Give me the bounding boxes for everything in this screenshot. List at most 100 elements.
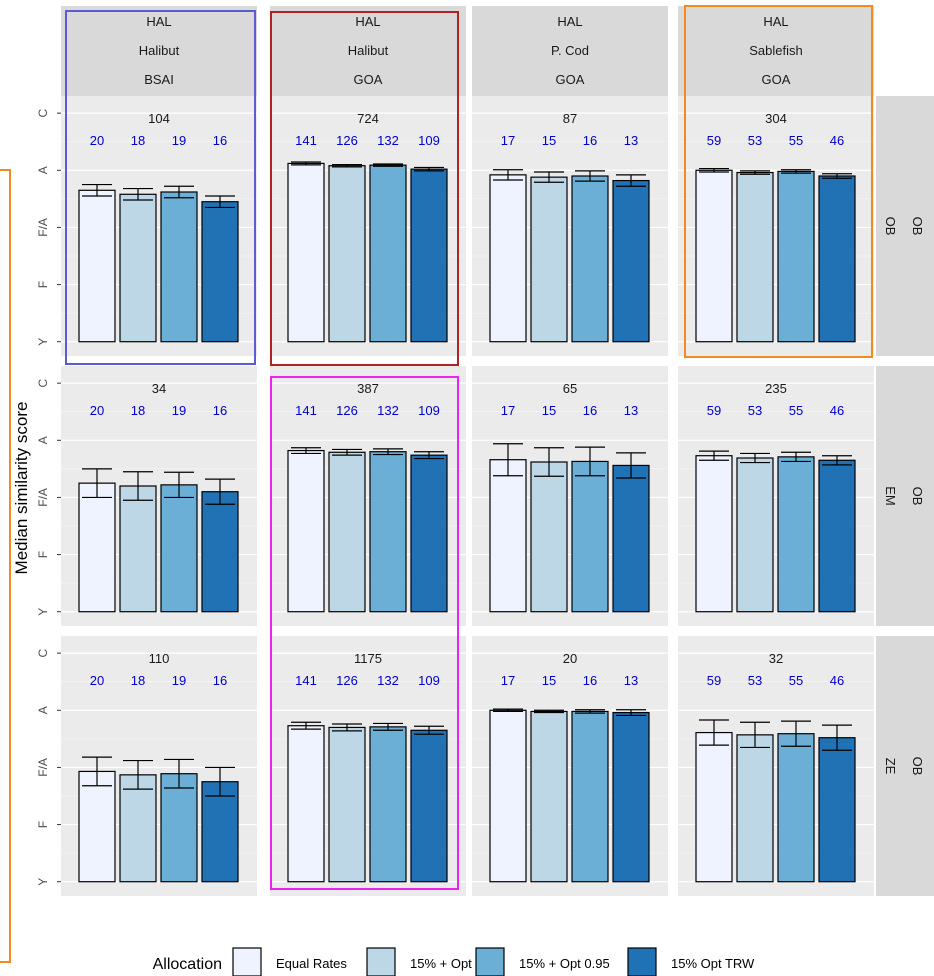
bar <box>201 781 239 883</box>
bar <box>369 164 407 343</box>
bar <box>530 461 568 613</box>
y-tick-label: F/A <box>36 488 50 507</box>
bar <box>287 449 325 613</box>
bar-count-label: 16 <box>213 673 227 688</box>
bar-count-label: 132 <box>377 403 399 418</box>
panel-count-label: 387 <box>357 381 379 396</box>
column-strip-label: Halibut <box>139 43 180 58</box>
bar <box>201 201 239 343</box>
y-tick-label: Y <box>36 608 50 616</box>
panel-count-label: 104 <box>148 111 170 126</box>
bar-count-label: 141 <box>295 403 317 418</box>
bar-count-label: 19 <box>172 133 186 148</box>
y-tick-label: A <box>36 436 50 444</box>
bar-count-label: 55 <box>789 403 803 418</box>
bar <box>612 179 650 343</box>
column-strip-label: Sablefish <box>749 43 802 58</box>
bar <box>160 773 198 883</box>
y-tick-label: A <box>36 166 50 174</box>
side-bracket <box>0 169 11 963</box>
bar-count-label: 53 <box>748 133 762 148</box>
column-strip-label: GOA <box>762 72 791 87</box>
column-strip-label: Halibut <box>348 43 389 58</box>
bar <box>777 170 815 343</box>
bar <box>78 482 116 613</box>
y-tick-label: Y <box>36 338 50 346</box>
bar-count-label: 132 <box>377 673 399 688</box>
bar <box>736 457 774 613</box>
bar-count-label: 18 <box>131 133 145 148</box>
y-tick-label: F <box>36 281 50 288</box>
row-strip <box>876 96 934 356</box>
bar <box>410 168 448 343</box>
legend-label: 15% + Opt <box>410 956 472 971</box>
y-tick-label: C <box>36 108 50 117</box>
column-strip-label: HAL <box>355 14 380 29</box>
bar <box>489 459 527 613</box>
facet-strips: HAL Halibut BSAI HAL Halibut GOA HAL P. Cod GOA H… <box>61 6 934 896</box>
bar-count-label: 18 <box>131 403 145 418</box>
legend-label: 15% Opt TRW <box>671 956 755 971</box>
bar-count-label: 17 <box>501 403 515 418</box>
bar-count-label: 17 <box>501 133 515 148</box>
column-strip <box>472 6 668 96</box>
bar <box>695 455 733 613</box>
bar <box>818 459 856 613</box>
count-labels: 20 18 19 16 104 141 126 132 109 724 17 15 16 13 87 59 53… <box>90 111 844 688</box>
bar <box>287 162 325 343</box>
panel-count-label: 32 <box>769 651 783 666</box>
column-strip-label: GOA <box>354 72 383 87</box>
bar-count-label: 15 <box>542 673 556 688</box>
y-tick-label: Y <box>36 878 50 886</box>
panel-count-label: 20 <box>563 651 577 666</box>
bar <box>119 193 157 343</box>
y-tick-label: F/A <box>36 218 50 237</box>
bar-count-label: 13 <box>624 403 638 418</box>
bar-count-label: 141 <box>295 133 317 148</box>
panel-count-label: 235 <box>765 381 787 396</box>
bar <box>328 165 366 343</box>
bar-count-label: 55 <box>789 673 803 688</box>
y-axes: Y F F/A A C Y F F/A A C Y F F/A A C <box>36 108 61 886</box>
bar <box>571 710 609 883</box>
bar <box>612 464 650 613</box>
bar <box>410 729 448 883</box>
bar-count-label: 109 <box>418 403 440 418</box>
bar <box>160 484 198 613</box>
bar-count-label: 19 <box>172 673 186 688</box>
bar-count-label: 126 <box>336 133 358 148</box>
row-strip <box>876 636 934 896</box>
bar-count-label: 46 <box>830 133 844 148</box>
bar <box>695 731 733 883</box>
highlight-box <box>270 376 459 890</box>
bar-count-label: 109 <box>418 673 440 688</box>
bar <box>119 774 157 883</box>
bar <box>201 491 239 613</box>
bar <box>489 709 527 883</box>
bar-count-label: 53 <box>748 403 762 418</box>
bar <box>78 189 116 343</box>
legend-label: 15% + Opt 0.95 <box>519 956 610 971</box>
row-strip-label: ZE <box>883 758 898 775</box>
bar-count-label: 17 <box>501 673 515 688</box>
bar <box>571 175 609 343</box>
bar-count-label: 20 <box>90 673 104 688</box>
panel-count-label: 87 <box>563 111 577 126</box>
y-tick-label: F/A <box>36 758 50 777</box>
column-strip-label: BSAI <box>144 72 174 87</box>
bar-count-label: 59 <box>707 133 721 148</box>
bar-count-label: 46 <box>830 673 844 688</box>
legend-key <box>627 947 657 976</box>
bar-count-label: 16 <box>213 403 227 418</box>
y-tick-label: A <box>36 706 50 714</box>
bar-count-label: 55 <box>789 133 803 148</box>
bar-count-label: 13 <box>624 673 638 688</box>
column-strip <box>270 6 466 96</box>
bar-count-label: 20 <box>90 133 104 148</box>
bar-count-label: 16 <box>583 673 597 688</box>
highlight-box <box>684 5 873 358</box>
bar <box>160 191 198 343</box>
bar <box>736 171 774 343</box>
bar-count-label: 16 <box>583 403 597 418</box>
bar <box>119 485 157 613</box>
